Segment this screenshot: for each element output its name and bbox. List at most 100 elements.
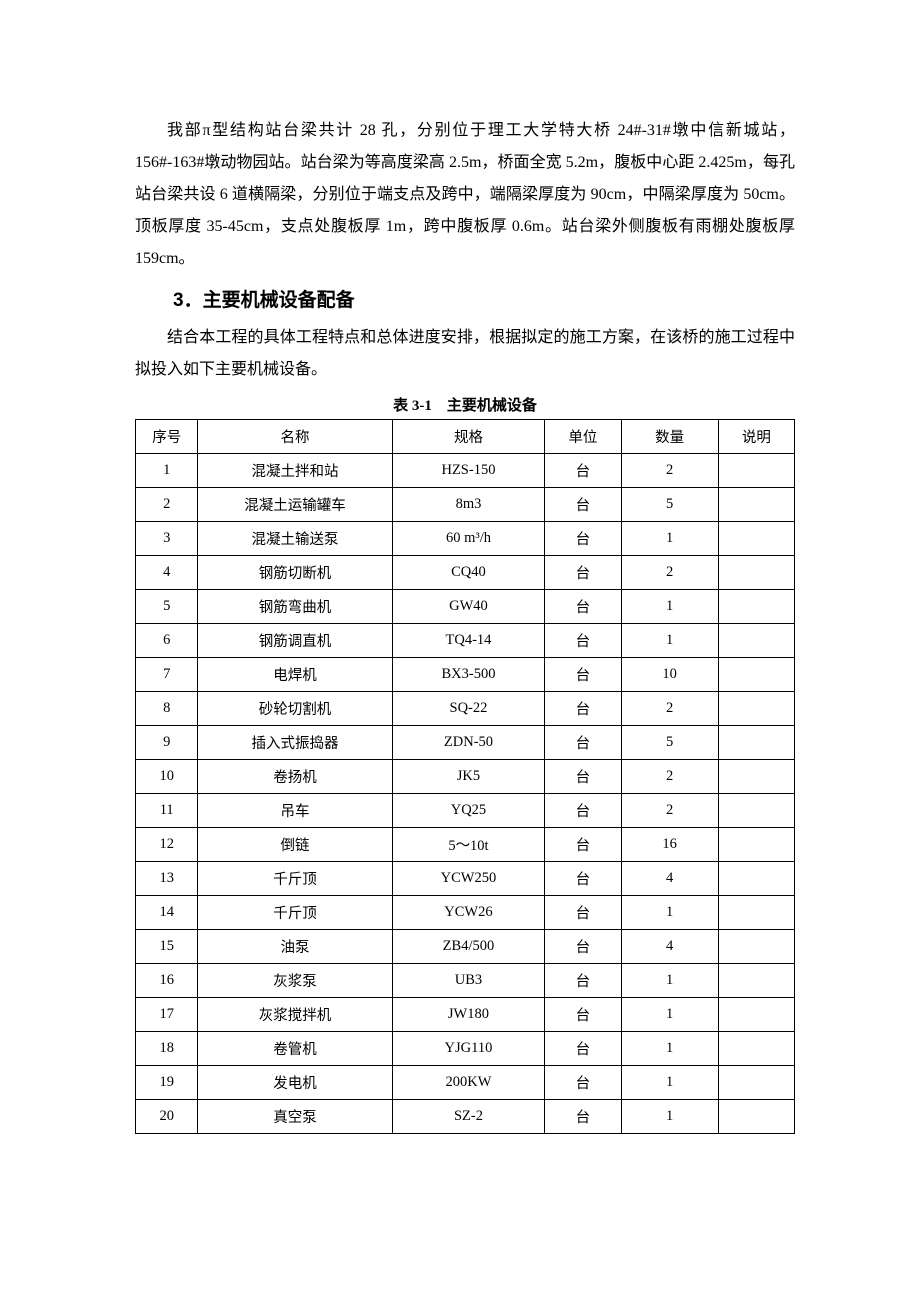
table-cell: 台: [545, 896, 621, 930]
table-cell: [718, 658, 794, 692]
table-cell: 1: [621, 1100, 718, 1134]
table-row: 19发电机200KW台1: [136, 1066, 795, 1100]
table-cell: YQ25: [392, 794, 545, 828]
table-cell: 插入式振捣器: [198, 726, 392, 760]
table-row: 14千斤顶YCW26台1: [136, 896, 795, 930]
table-cell: UB3: [392, 964, 545, 998]
table-row: 10卷扬机JK5台2: [136, 760, 795, 794]
table-row: 12倒链5～10t台16: [136, 828, 795, 862]
table-row: 2混凝土运输罐车8m3台5: [136, 488, 795, 522]
table-cell: 12: [136, 828, 198, 862]
table-cell: 灰浆搅拌机: [198, 998, 392, 1032]
table-row: 18卷管机YJG110台1: [136, 1032, 795, 1066]
table-cell: 混凝土拌和站: [198, 454, 392, 488]
table-cell: 4: [621, 862, 718, 896]
table-cell: 5～10t: [392, 828, 545, 862]
table-cell: 5: [621, 726, 718, 760]
table-cell: 1: [621, 964, 718, 998]
table-cell: 2: [136, 488, 198, 522]
table-cell: 台: [545, 794, 621, 828]
table-caption: 表 3-1 主要机械设备: [135, 394, 795, 415]
table-cell: 卷扬机: [198, 760, 392, 794]
table-cell: [718, 998, 794, 1032]
table-cell: 1: [621, 522, 718, 556]
table-cell: 18: [136, 1032, 198, 1066]
table-cell: 2: [621, 556, 718, 590]
table-cell: ZB4/500: [392, 930, 545, 964]
table-cell: 台: [545, 590, 621, 624]
table-cell: 混凝土输送泵: [198, 522, 392, 556]
table-row: 13千斤顶YCW250台4: [136, 862, 795, 896]
table-cell: 砂轮切割机: [198, 692, 392, 726]
table-cell: 1: [621, 1066, 718, 1100]
table-cell: 钢筋切断机: [198, 556, 392, 590]
table-cell: 混凝土运输罐车: [198, 488, 392, 522]
table-cell: SQ-22: [392, 692, 545, 726]
table-cell: 8m3: [392, 488, 545, 522]
table-cell: [718, 1100, 794, 1134]
table-cell: 1: [621, 998, 718, 1032]
table-cell: 3: [136, 522, 198, 556]
table-row: 3混凝土输送泵60 m³/h台1: [136, 522, 795, 556]
table-row: 11吊车YQ25台2: [136, 794, 795, 828]
table-cell: 16: [136, 964, 198, 998]
table-cell: 台: [545, 998, 621, 1032]
table-cell: 台: [545, 862, 621, 896]
table-cell: SZ-2: [392, 1100, 545, 1134]
table-cell: 10: [136, 760, 198, 794]
table-cell: 1: [621, 624, 718, 658]
table-row: 8砂轮切割机SQ-22台2: [136, 692, 795, 726]
table-cell: 油泵: [198, 930, 392, 964]
table-row: 16灰浆泵UB3台1: [136, 964, 795, 998]
table-cell: 台: [545, 658, 621, 692]
table-cell: 2: [621, 794, 718, 828]
table-cell: [718, 1066, 794, 1100]
table-cell: 台: [545, 522, 621, 556]
table-cell: [718, 1032, 794, 1066]
table-cell: 60 m³/h: [392, 522, 545, 556]
table-cell: 台: [545, 1066, 621, 1100]
table-cell: TQ4-14: [392, 624, 545, 658]
table-cell: YCW26: [392, 896, 545, 930]
table-row: 1混凝土拌和站HZS-150台2: [136, 454, 795, 488]
column-header-seq: 序号: [136, 420, 198, 454]
table-cell: [718, 692, 794, 726]
table-cell: 吊车: [198, 794, 392, 828]
table-cell: 台: [545, 930, 621, 964]
table-cell: 台: [545, 828, 621, 862]
table-cell: 5: [621, 488, 718, 522]
table-cell: 钢筋弯曲机: [198, 590, 392, 624]
table-cell: YCW250: [392, 862, 545, 896]
table-cell: 台: [545, 964, 621, 998]
table-cell: 9: [136, 726, 198, 760]
table-cell: CQ40: [392, 556, 545, 590]
table-cell: 台: [545, 726, 621, 760]
table-cell: 13: [136, 862, 198, 896]
table-cell: 15: [136, 930, 198, 964]
table-cell: 1: [621, 590, 718, 624]
column-header-note: 说明: [718, 420, 794, 454]
table-cell: 4: [621, 930, 718, 964]
table-cell: 200KW: [392, 1066, 545, 1100]
table-cell: 千斤顶: [198, 862, 392, 896]
column-header-spec: 规格: [392, 420, 545, 454]
table-cell: 5: [136, 590, 198, 624]
table-cell: 1: [136, 454, 198, 488]
table-cell: [718, 726, 794, 760]
equipment-table: 序号 名称 规格 单位 数量 说明 1混凝土拌和站HZS-150台22混凝土运输…: [135, 419, 795, 1134]
table-row: 6钢筋调直机TQ4-14台1: [136, 624, 795, 658]
table-cell: 16: [621, 828, 718, 862]
table-cell: 8: [136, 692, 198, 726]
table-cell: [718, 828, 794, 862]
table-cell: 钢筋调直机: [198, 624, 392, 658]
table-cell: ZDN-50: [392, 726, 545, 760]
table-cell: [718, 522, 794, 556]
table-cell: 17: [136, 998, 198, 1032]
body-paragraph-1: 我部π型结构站台梁共计 28 孔，分别位于理工大学特大桥 24#-31#墩中信新…: [135, 115, 795, 275]
table-cell: 2: [621, 454, 718, 488]
table-cell: 台: [545, 454, 621, 488]
table-cell: 卷管机: [198, 1032, 392, 1066]
table-cell: 6: [136, 624, 198, 658]
column-header-qty: 数量: [621, 420, 718, 454]
table-cell: YJG110: [392, 1032, 545, 1066]
